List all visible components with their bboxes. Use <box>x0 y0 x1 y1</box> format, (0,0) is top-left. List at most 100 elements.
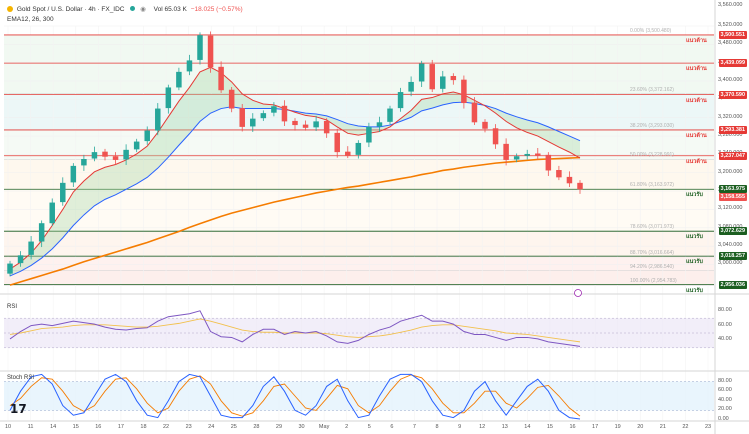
y-tick-label: 3,400.000 <box>718 77 743 84</box>
candle-body <box>292 120 298 126</box>
candle-body <box>28 241 34 255</box>
rsi-title[interactable]: RSI <box>7 304 18 310</box>
stoch-tick-label: 20.00 <box>718 406 732 413</box>
resistance-tag: แนวต้าน <box>686 97 707 104</box>
candle <box>260 110 267 121</box>
ema-300-line <box>9 156 581 286</box>
candle <box>492 124 499 149</box>
support-tag: แนวรับ <box>686 234 703 241</box>
candle-body <box>239 108 245 127</box>
x-tick-label: May <box>318 424 330 430</box>
candle <box>461 75 467 109</box>
candle-body <box>197 35 203 60</box>
price-level-label: 3,018.257 <box>718 252 747 261</box>
fib-zone <box>4 34 714 94</box>
candle <box>7 260 13 277</box>
fib-zone <box>4 256 714 271</box>
candle-body <box>176 71 182 88</box>
candle <box>355 140 362 159</box>
symbol-dot-icon <box>7 6 13 12</box>
fib-level-label: 0.00% (3,500.480) <box>630 27 672 34</box>
fib-zone <box>4 159 714 190</box>
candle-body <box>503 143 509 160</box>
candle <box>345 146 351 159</box>
candle-body <box>165 87 172 109</box>
candle <box>112 152 119 165</box>
candle-body <box>302 124 309 128</box>
price-level-label: 3,293.381 <box>718 125 747 134</box>
x-tick-label: 9 <box>458 424 462 430</box>
x-tick-label: 22 <box>163 424 170 430</box>
rsi-tick-label: 60.00 <box>718 321 732 328</box>
x-tick-label: 10 <box>4 424 12 430</box>
candle-body <box>450 75 457 81</box>
candle-body <box>471 102 478 123</box>
candle-body <box>155 108 161 131</box>
interval-label[interactable]: 4h <box>88 6 96 13</box>
candle-body <box>144 130 150 142</box>
candle-body <box>387 108 393 122</box>
x-tick-label: 5 <box>367 424 371 430</box>
chart-header: Gold Spot / U.S. Dollar · 4h · FX_IDC ◉ … <box>7 5 243 13</box>
stoch-rsi-title[interactable]: Stoch RSI <box>7 375 35 381</box>
y-tick-label: 3,320.000 <box>718 113 743 120</box>
x-tick-label: 17 <box>117 424 124 430</box>
y-tick-label: 3,520.000 <box>718 22 743 28</box>
y-tick-label: 3,080.000 <box>718 224 742 230</box>
x-tick-label: 23 <box>704 424 712 430</box>
candle <box>133 138 140 153</box>
x-tick-label: 14 <box>524 424 531 430</box>
ema-legend[interactable]: EMA12, 26, 300 <box>7 16 54 23</box>
candle-body <box>228 89 235 109</box>
x-tick-label: 13 <box>501 424 508 430</box>
fib-zone <box>4 270 714 286</box>
candle-body <box>418 63 425 82</box>
tradingview-logo[interactable]: 𝟭𝟳 <box>10 402 27 416</box>
stoch-tick-label: 40.00 <box>718 396 732 403</box>
price-level-label: 2,956.036 <box>718 280 747 289</box>
x-tick-label: 12 <box>479 424 486 430</box>
resistance-tag: แนวต้าน <box>686 66 707 73</box>
candle-body <box>334 132 340 153</box>
candle <box>313 115 319 132</box>
stoch-rsi-pane <box>4 373 714 420</box>
x-tick-label: 8 <box>435 424 439 430</box>
candle-body <box>577 182 583 190</box>
symbol-title[interactable]: Gold Spot / U.S. Dollar <box>16 6 83 13</box>
candle-body <box>345 151 351 156</box>
change-label: −18.025 (−0.57%) <box>190 6 243 13</box>
fib-zone <box>4 231 714 257</box>
candle <box>81 154 87 171</box>
fib-level-label: 78.60% (3,071.973) <box>630 224 674 231</box>
candle-body <box>397 92 404 109</box>
rsi-tick-label: 80.00 <box>718 306 732 313</box>
candle <box>281 100 288 126</box>
fib-level-label: 94.20% (2,986.540) <box>630 263 674 270</box>
candle <box>376 116 383 132</box>
candle-body <box>408 81 414 92</box>
candles[interactable] <box>7 31 583 277</box>
candle-body <box>218 66 224 91</box>
candle-body <box>545 154 552 171</box>
x-tick-label: 11 <box>27 424 34 430</box>
price-level-label: 3,072.629 <box>718 227 747 236</box>
x-tick-label: 14 <box>50 424 57 430</box>
resistance-tag: แนวต้าน <box>686 158 707 165</box>
fib-level-label: 50.00% (3,228.991) <box>630 152 674 159</box>
event-marker-icon <box>574 289 582 297</box>
fib-level-label: 61.80% (3,163.972) <box>630 182 674 189</box>
candle-body <box>524 153 530 156</box>
price-level-label: 3,163.975 <box>718 185 747 194</box>
candle-body <box>7 263 13 274</box>
candle <box>70 163 77 187</box>
visibility-icon[interactable]: ◉ <box>140 6 146 13</box>
candle-body <box>461 79 467 104</box>
x-tick-label: 28 <box>253 424 260 430</box>
candle <box>186 54 193 76</box>
candle <box>271 102 277 117</box>
x-tick-label: 6 <box>390 424 394 430</box>
candle-body <box>271 106 277 113</box>
candle <box>323 118 330 138</box>
x-tick-label: 2 <box>345 424 349 430</box>
